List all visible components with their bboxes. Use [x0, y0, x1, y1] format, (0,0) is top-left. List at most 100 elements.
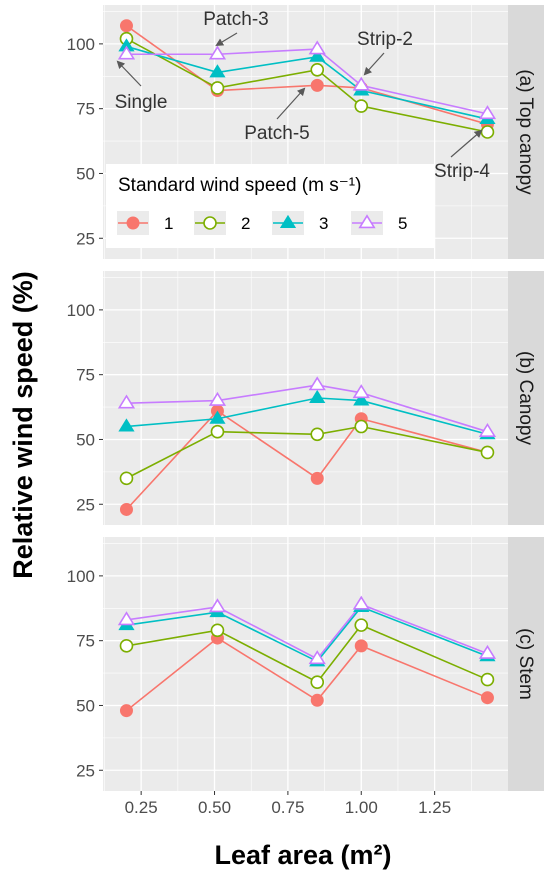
- data-point-2: [210, 424, 225, 439]
- data-point-2: [210, 623, 225, 638]
- strip-label: (c) Stem: [515, 628, 536, 700]
- data-point-3: [209, 410, 226, 424]
- strip-background: [508, 537, 544, 791]
- legend-key-marker: [126, 216, 140, 230]
- data-point-5: [308, 40, 326, 55]
- data-point-3: [118, 418, 135, 432]
- data-point-1: [310, 693, 324, 707]
- y-tick-label: 100: [67, 567, 95, 586]
- x-tick-label: 0.25: [125, 798, 158, 817]
- data-point-2: [480, 125, 495, 139]
- legend-key-marker: [203, 216, 217, 230]
- data-point-2: [119, 471, 134, 486]
- panel-background: [103, 537, 508, 791]
- data-point-1: [310, 471, 324, 485]
- y-tick-label: 75: [76, 366, 95, 385]
- x-tick-label: 0.75: [271, 798, 304, 817]
- annotation-arrow: [363, 52, 385, 76]
- legend-entry: 1: [117, 211, 173, 235]
- annotation-label: Patch-3: [203, 9, 268, 30]
- panel: 25 50 75 100 (c) Stem 0.25 0.50 0.75 1.00 1.25: [67, 537, 544, 817]
- data-point-5: [478, 422, 497, 437]
- legend-entry: 2: [194, 211, 250, 235]
- legend: Standard wind speed (m s⁻¹) 1 2 3 5: [106, 164, 435, 248]
- data-point-1: [354, 639, 368, 653]
- data-point-2: [210, 81, 225, 95]
- data-point-3: [309, 48, 326, 62]
- data-point-2: [310, 62, 325, 77]
- data-point-2: [310, 675, 325, 689]
- data-point-5: [208, 45, 227, 60]
- annotation-arrow: [116, 60, 142, 87]
- x-tick-label: 1.00: [345, 798, 378, 817]
- x-axis-title: Leaf area (m²): [214, 840, 391, 870]
- panel-background: [103, 271, 508, 525]
- data-point-1: [119, 502, 133, 516]
- y-tick-label: 50: [76, 164, 95, 183]
- data-point-1: [119, 19, 133, 33]
- y-tick-label: 25: [76, 761, 95, 780]
- data-point-5: [117, 611, 136, 626]
- y-tick-label: 25: [76, 229, 95, 248]
- data-point-3: [209, 64, 226, 78]
- data-point-2: [480, 672, 495, 687]
- y-tick-label: 50: [76, 430, 95, 449]
- data-point-3: [309, 389, 326, 403]
- annotation-arrow: [450, 129, 483, 158]
- data-point-2: [310, 427, 325, 442]
- legend-key-marker: [358, 214, 376, 229]
- data-point-2: [119, 639, 134, 653]
- panel-strip: (c) Stem: [508, 537, 544, 791]
- data-point-5: [478, 105, 497, 120]
- annotation-label: Strip-4: [434, 161, 490, 182]
- strip-background: [508, 271, 544, 525]
- y-tick-label: 50: [76, 696, 95, 715]
- data-point-2: [480, 445, 495, 460]
- data-point-2: [354, 618, 369, 632]
- legend-key-marker: [279, 214, 297, 228]
- data-point-1: [119, 704, 133, 718]
- y-tick-label: 75: [76, 100, 95, 119]
- data-point-5: [352, 384, 370, 399]
- legend-label: 1: [164, 214, 173, 233]
- panel: 25 50 75 100 (b) Canopy: [67, 271, 544, 525]
- panel-strip: (a) Top canopy: [508, 5, 544, 259]
- y-tick-label: 75: [76, 632, 95, 651]
- annotations: Patch-3 Strip-2 Single Patch-5 Strip-4: [115, 9, 491, 182]
- data-point-5: [308, 650, 326, 665]
- data-point-5: [117, 394, 136, 409]
- y-tick-label: 25: [76, 495, 95, 514]
- annotation-arrow: [276, 87, 306, 120]
- data-point-5: [208, 598, 227, 613]
- y-tick-label: 100: [67, 301, 95, 320]
- data-point-3: [353, 392, 370, 406]
- legend-label: 2: [241, 214, 250, 233]
- data-point-5: [352, 595, 370, 610]
- data-point-2: [354, 99, 369, 113]
- data-point-5: [478, 644, 497, 659]
- legend-entry: 3: [272, 211, 328, 235]
- data-point-1: [310, 78, 324, 92]
- x-tick-label: 0.50: [198, 798, 231, 817]
- legend-entry: 5: [351, 211, 407, 235]
- strip-label: (b) Canopy: [515, 351, 536, 445]
- annotation-label: Strip-2: [357, 29, 413, 50]
- legend-title: Standard wind speed (m s⁻¹): [118, 175, 361, 196]
- y-axis-title: Relative wind speed (%): [8, 271, 38, 579]
- legend-label: 3: [319, 214, 328, 233]
- y-tick-label: 100: [67, 35, 95, 54]
- panel-strip: (b) Canopy: [508, 271, 544, 525]
- data-point-5: [352, 76, 370, 91]
- strip-background: [508, 5, 544, 259]
- annotation-label: Single: [115, 92, 168, 113]
- data-point-2: [354, 419, 369, 434]
- data-point-5: [208, 391, 227, 406]
- annotation-arrow: [215, 32, 238, 47]
- data-point-5: [308, 376, 326, 391]
- strip-label: (a) Top canopy: [515, 69, 536, 195]
- legend-label: 5: [398, 214, 407, 233]
- data-point-1: [480, 691, 494, 705]
- data-point-5: [117, 45, 136, 60]
